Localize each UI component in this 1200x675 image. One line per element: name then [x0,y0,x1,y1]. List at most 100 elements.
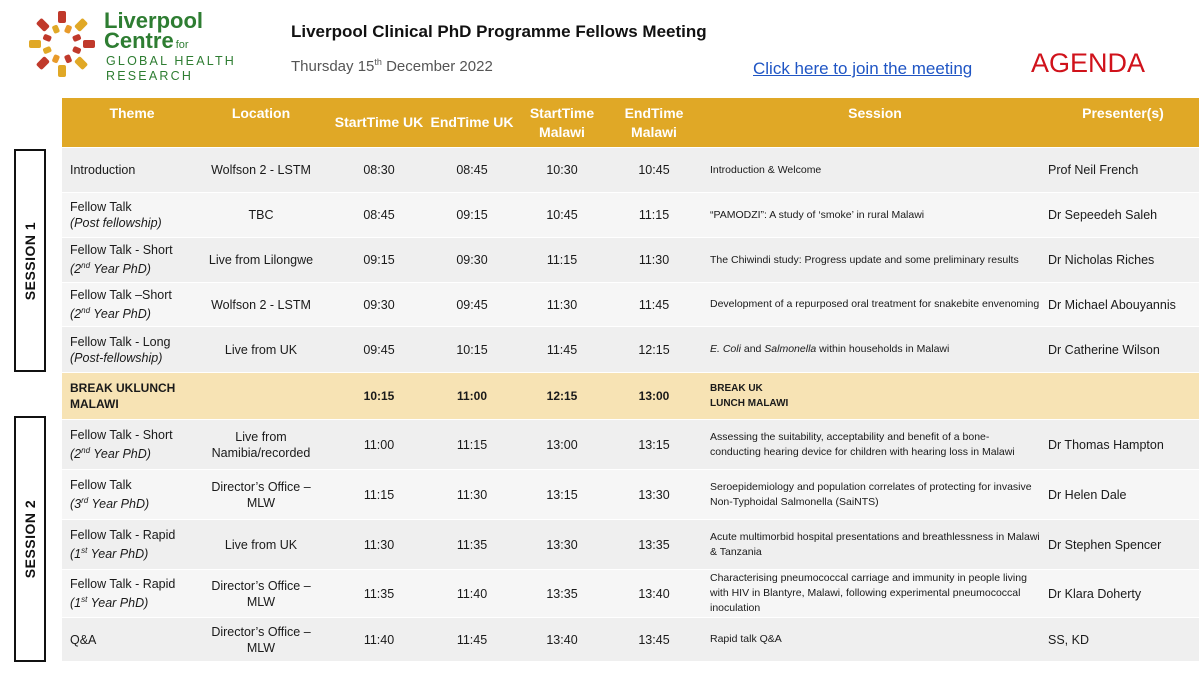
presenter-cell: SS, KD [1048,632,1089,647]
end-malawi-cell: 13:15 [638,437,670,452]
logo-text-research: RESEARCH [106,69,194,83]
location-cell: Live from Lilongwe [208,253,314,267]
theme-cell: Fellow Talk - Rapid (1st Year PhD) [70,576,176,611]
location-cell: Wolfson 2 - LSTM [211,297,311,312]
location-cell: Wolfson 2 - LSTM [211,163,311,177]
session-cell: E. Coli and Salmonella within households… [710,343,950,355]
table-row: Fellow Talk - Rapid (1st Year PhD) Live fr… [62,520,1199,570]
theme-cell: Fellow Talk (Post fellowship) [70,200,162,230]
table-row: Q&A Director’s Office – MLW 11:40 11:45 13:4… [62,618,1199,662]
start-uk-cell: 09:15 [363,253,395,267]
location-cell [202,373,320,419]
theme-cell: Fellow Talk - Rapid (1st Year PhD) [70,527,176,562]
col-session-header: Session [848,104,902,121]
start-uk-cell: 09:45 [363,342,395,357]
end-uk-cell: 09:30 [456,253,488,267]
end-malawi-cell: 11:30 [638,253,670,267]
location-cell: Live from UK [224,342,298,357]
session-cell: Development of a repurposed oral treatme… [710,298,1040,310]
end-uk-cell: 11:35 [456,537,488,552]
end-uk-cell: 11:30 [456,487,488,502]
session-cell: Characterising pneumococcal carriage and… [710,572,1027,614]
start-malawi-cell: 13:35 [546,586,578,601]
start-malawi-cell: 13:40 [546,632,578,647]
session-cell: Rapid talk Q&A [710,633,782,645]
logo-mark-icon [29,11,95,77]
theme-cell: BREAK UKLUNCH MALAWI [70,381,176,411]
end-malawi-cell: 11:15 [638,208,670,222]
location-cell: Director’s Office – MLW [211,479,311,510]
session-cell: Introduction & Welcome [710,163,822,176]
start-uk-cell: 11:15 [363,487,395,502]
location-cell: Director’s Office – MLW [211,624,311,655]
session-cell: Seroepidemiology and population correlat… [710,480,1032,508]
presenter-cell: Dr Nicholas Riches [1048,253,1155,267]
location-cell: Director’s Office – MLW [211,578,311,609]
table-header-row: Theme Location StartTime UK EndTime UK S… [62,98,1199,148]
end-uk-cell: 10:15 [456,342,488,357]
col-end-malawi-header: EndTime Malawi [624,104,684,140]
start-malawi-cell: 11:30 [546,297,578,312]
presenter-cell [1048,373,1198,419]
start-uk-cell: 10:15 [363,389,395,403]
logo-text-liverpool: Liverpool [104,8,204,33]
start-uk-cell: 08:45 [363,208,395,222]
session-cell: Acute multimorbid hospital presentations… [710,530,1040,558]
join-meeting-link[interactable]: Click here to join the meeting [753,59,973,78]
start-uk-cell: 09:30 [363,297,395,312]
table-row: Fellow Talk (Post fellowship) TBC 08:45 09:1… [62,193,1199,238]
presenter-cell: Dr Stephen Spencer [1048,537,1162,552]
start-malawi-cell: 13:00 [546,437,578,452]
session-cell: “PAMODZI”: A study of ‘smoke’ in rural M… [710,208,925,221]
location-cell: TBC [248,208,274,222]
start-malawi-cell: 10:45 [546,208,578,222]
theme-cell: Fellow Talk - Short (2nd Year PhD) [70,427,173,462]
presenter-cell: Dr Sepeedeh Saleh [1048,208,1158,222]
start-malawi-cell: 13:15 [546,487,578,502]
session-cell: Assessing the suitability, acceptability… [710,430,1015,458]
session-1-label: SESSION 1 [14,149,46,372]
end-malawi-cell: 10:45 [638,163,670,177]
col-end-uk-header: EndTime UK [430,114,514,130]
end-malawi-cell: 13:35 [638,537,670,552]
session-cell: The Chiwindi study: Progress update and … [710,253,1019,266]
end-malawi-cell: 13:45 [638,632,670,647]
table-row: Introduction Wolfson 2 - LSTM 08:30 08:45 10… [62,148,1199,193]
end-malawi-cell: 13:00 [638,389,670,403]
start-malawi-cell: 13:30 [546,537,578,552]
location-cell: Live from Namibia/recorded [211,429,311,460]
col-theme-header: Theme [109,104,155,121]
theme-cell: Fellow Talk - Short (2nd Year PhD) [70,243,173,277]
col-presenters-header: Presenter(s) [1082,104,1164,121]
end-malawi-cell: 13:30 [638,487,670,502]
page-title: Liverpool Clinical PhD Programme Fellows… [291,22,707,41]
end-uk-cell: 09:45 [456,297,488,312]
end-malawi-cell: 13:40 [638,586,670,601]
start-uk-cell: 11:35 [363,586,395,601]
presenter-cell: Dr Catherine Wilson [1048,342,1160,357]
start-uk-cell: 11:30 [363,537,395,552]
table-row: Fellow Talk –Short (2nd Year PhD) Wolfson … [62,283,1199,327]
end-uk-cell: 08:45 [456,163,488,177]
agenda-label: AGENDA [1031,48,1146,78]
start-uk-cell: 08:30 [363,163,395,177]
table-row: Fellow Talk - Short (2nd Year PhD) Live fr… [62,420,1199,470]
table-row: Fellow Talk - Rapid (1st Year PhD) Directo… [62,570,1199,618]
theme-cell: Fellow Talk - Long (Post-fellowship) [70,334,171,365]
end-uk-cell: 11:00 [456,389,488,403]
table-row: Fellow Talk - Short (2nd Year PhD) Live fr… [62,238,1199,283]
presenter-cell: Dr Helen Dale [1048,487,1127,502]
end-uk-cell: 11:40 [456,586,488,601]
table-row: Fellow Talk - Long (Post-fellowship) Live … [62,327,1199,373]
theme-cell: Introduction [70,163,136,177]
theme-cell: Fellow Talk (3rd Year PhD) [70,477,150,512]
end-malawi-cell: 12:15 [638,342,670,357]
presenter-cell: Prof Neil French [1048,163,1139,177]
theme-cell: Q&A [70,632,97,647]
start-malawi-cell: 12:15 [546,389,578,403]
session-cell: BREAK UK LUNCH MALAWI [710,383,789,409]
logo: Liverpool Centre for GLOBAL HEALTH RESEAR… [26,8,256,84]
start-uk-cell: 11:00 [363,437,395,452]
table-row: BREAK UKLUNCH MALAWI 10:15 11:00 12:15 13:00… [62,373,1199,420]
presenter-cell: Dr Klara Doherty [1048,586,1142,601]
